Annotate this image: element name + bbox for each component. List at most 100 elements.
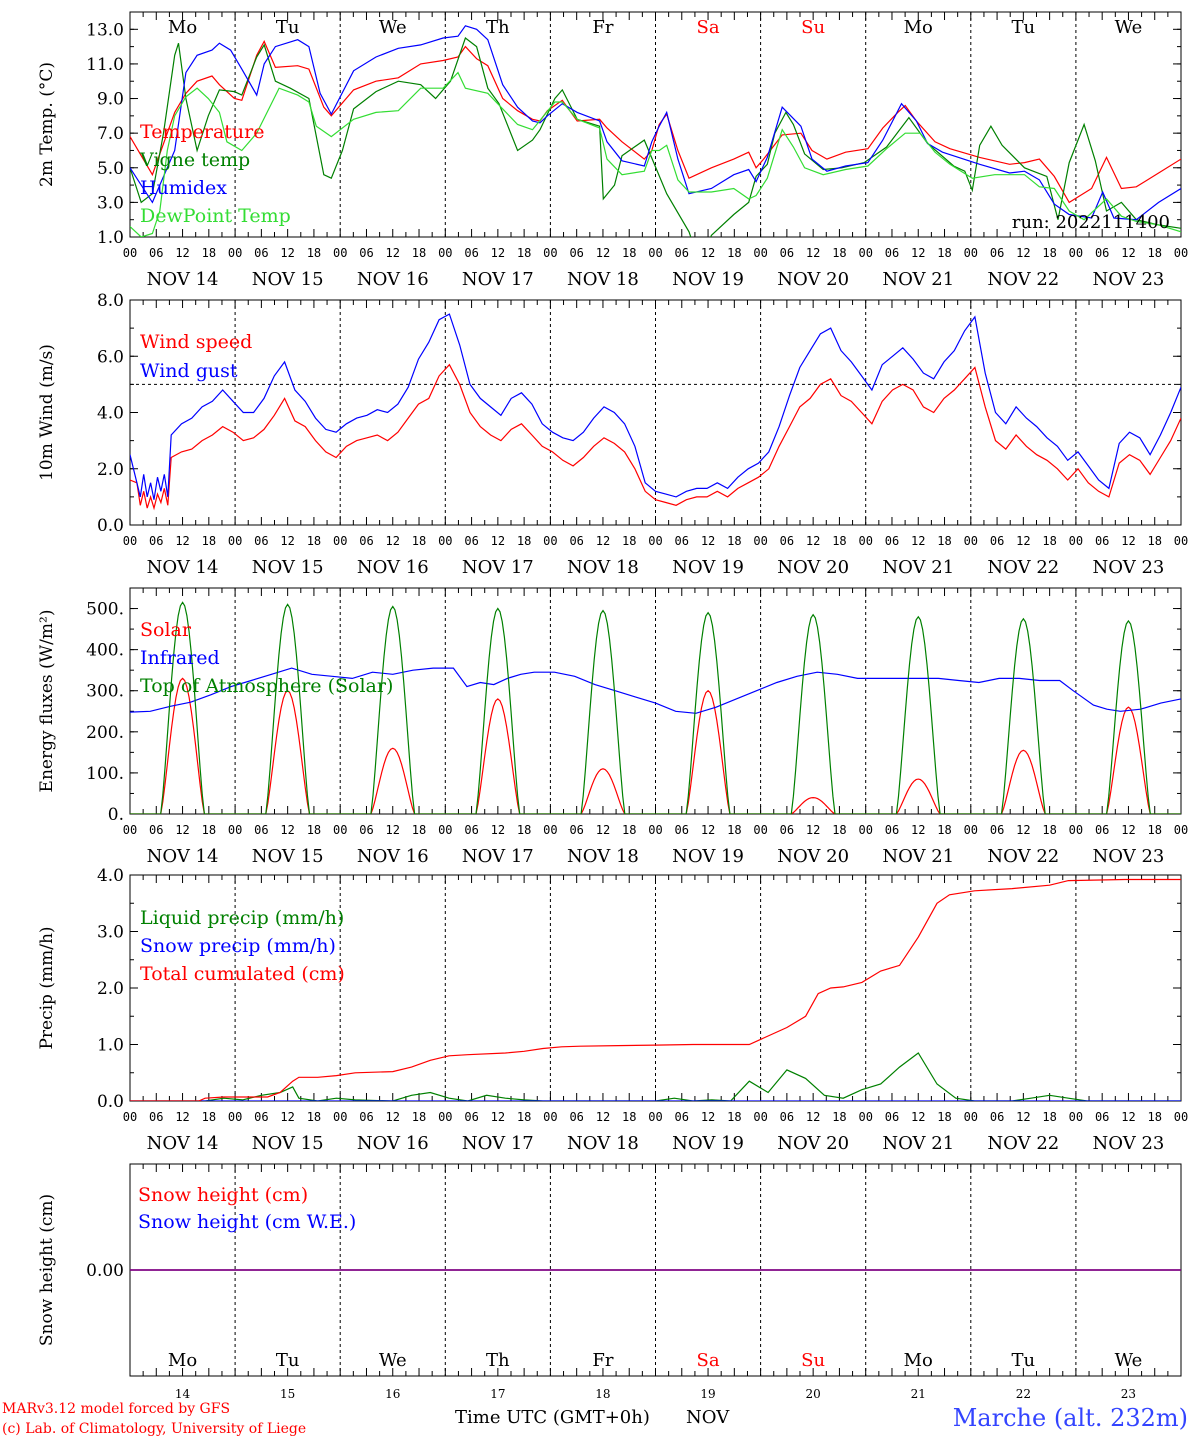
hour-tick-label: 06 [359, 823, 373, 837]
hour-tick-label: 06 [780, 1110, 794, 1124]
y-tick-label: 0. [108, 805, 124, 825]
hour-tick-label: 00 [123, 823, 137, 837]
date-label: NOV 14 [147, 557, 219, 578]
date-label: NOV 17 [462, 269, 534, 290]
day-number: 23 [1121, 1387, 1136, 1401]
hour-tick-label: 00 [228, 246, 242, 260]
date-label: NOV 23 [1093, 557, 1165, 578]
hour-tick-label: 18 [1147, 246, 1161, 260]
hour-tick-label: 12 [806, 823, 820, 837]
hour-tick-label: 00 [753, 246, 767, 260]
hour-tick-label: 18 [517, 246, 531, 260]
chart-panel-1: 1.0 3.0 5.0 7.0 9.0 11.0 13.0 2m Temp. (°C) 00 06… [37, 11, 1188, 290]
hour-tick-label: 12 [596, 1110, 610, 1124]
hour-tick-label: 00 [543, 534, 557, 548]
y-tick-label: 11.0 [86, 55, 124, 75]
date-label: NOV 22 [987, 846, 1059, 867]
series-line [130, 878, 1181, 1101]
date-label: NOV 14 [147, 846, 219, 867]
date-label: NOV 19 [672, 846, 744, 867]
y-tick-label: 4.0 [97, 404, 124, 424]
chart-panel-5: 0.00 Snow height (cm) Mo Tu We Th Fr Sa Su Mo Tu We… [37, 1163, 1182, 1401]
date-label: NOV 15 [252, 846, 324, 867]
date-label: NOV 23 [1093, 269, 1165, 290]
hour-tick-label: 18 [517, 534, 531, 548]
hour-tick-label: 18 [622, 534, 636, 548]
y-tick-label: 13.0 [86, 20, 124, 40]
date-label: NOV 16 [357, 846, 429, 867]
date-label: NOV 19 [672, 557, 744, 578]
day-name: Tu [276, 17, 300, 38]
hour-tick-label: 12 [1016, 534, 1030, 548]
hour-tick-label: 12 [491, 534, 505, 548]
hour-tick-label: 00 [964, 534, 978, 548]
hour-tick-label: 00 [333, 534, 347, 548]
legend-entry: Solar [140, 619, 192, 641]
day-name: Fr [592, 1350, 613, 1371]
legend-entry: Temperature [140, 121, 264, 143]
y-tick-label: 7.0 [97, 124, 124, 144]
chart-panel-3: 0. 100. 200. 300. 400. 500. Energy fluxes (W/m… [37, 587, 1188, 867]
hour-tick-label: 18 [727, 823, 741, 837]
hour-tick-label: 18 [622, 823, 636, 837]
hour-tick-label: 12 [911, 1110, 925, 1124]
y-tick-label: 3.0 [97, 193, 124, 213]
date-label: NOV 20 [777, 846, 849, 867]
hour-tick-label: 00 [648, 1110, 662, 1124]
hour-tick-label: 12 [491, 1110, 505, 1124]
hour-tick-label: 00 [333, 823, 347, 837]
day-name: Su [801, 17, 825, 38]
legend-entry: Infrared [140, 647, 220, 669]
hour-tick-label: 00 [648, 823, 662, 837]
hour-tick-label: 18 [307, 1110, 321, 1124]
hour-tick-label: 00 [543, 823, 557, 837]
hour-tick-label: 12 [280, 1110, 294, 1124]
day-name: Sa [697, 17, 720, 38]
date-label: NOV 19 [672, 1133, 744, 1154]
day-number: 18 [595, 1387, 610, 1401]
hour-tick-label: 12 [596, 246, 610, 260]
hour-tick-label: 12 [386, 1110, 400, 1124]
hour-tick-label: 00 [1069, 534, 1083, 548]
date-label: NOV 20 [777, 269, 849, 290]
date-label: NOV 22 [987, 269, 1059, 290]
y-tick-label: 3.0 [97, 923, 124, 943]
hour-tick-label: 18 [412, 1110, 426, 1124]
hour-tick-label: 12 [1016, 246, 1030, 260]
day-number: 21 [911, 1387, 926, 1401]
hour-tick-label: 18 [622, 1110, 636, 1124]
series-line [130, 363, 1181, 511]
hour-tick-label: 12 [1121, 534, 1135, 548]
hour-tick-label: 00 [858, 534, 872, 548]
hour-tick-label: 18 [412, 246, 426, 260]
hour-tick-label: 12 [280, 534, 294, 548]
hour-tick-label: 06 [359, 246, 373, 260]
hour-tick-label: 12 [491, 823, 505, 837]
hour-tick-label: 06 [569, 246, 583, 260]
date-label: NOV 23 [1093, 1133, 1165, 1154]
hour-tick-label: 18 [1147, 1110, 1161, 1124]
y-axis-label: Snow height (cm) [37, 1194, 57, 1346]
hour-tick-label: 12 [1121, 823, 1135, 837]
credit-line-2: (c) Lab. of Climatology, University of L… [2, 1421, 306, 1437]
hour-tick-label: 06 [464, 534, 478, 548]
hour-tick-label: 00 [1174, 246, 1188, 260]
legend-entry: Snow height (cm W.E.) [138, 1211, 356, 1233]
chart-panel-2: 0.0 2.0 4.0 6.0 8.0 10m Wind (m/s) 00 06 12 18 00 0… [37, 291, 1188, 578]
y-tick-label: 300. [86, 682, 124, 702]
hour-tick-label: 18 [307, 534, 321, 548]
date-label: NOV 15 [252, 557, 324, 578]
hour-tick-label: 06 [254, 1110, 268, 1124]
day-number: 16 [385, 1387, 400, 1401]
hour-tick-label: 12 [701, 823, 715, 837]
hour-tick-label: 00 [123, 534, 137, 548]
series-group [130, 313, 1181, 511]
hour-tick-label: 06 [675, 246, 689, 260]
hour-tick-label: 06 [464, 823, 478, 837]
y-tick-label: 1.0 [97, 1036, 124, 1056]
date-label: NOV 22 [987, 1133, 1059, 1154]
hour-tick-label: 18 [1042, 823, 1056, 837]
day-name: We [379, 17, 407, 38]
date-label: NOV 15 [252, 269, 324, 290]
hour-tick-label: 00 [438, 1110, 452, 1124]
